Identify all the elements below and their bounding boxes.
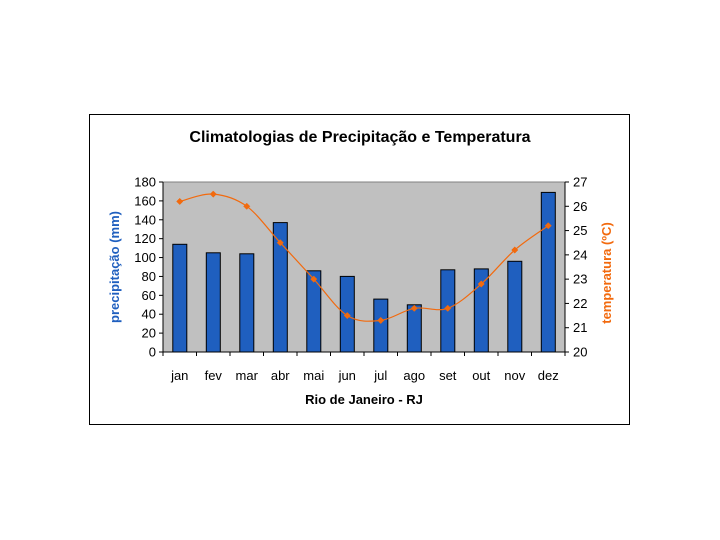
bar-ago: [406, 304, 422, 353]
temperature-point-jun: [343, 312, 351, 320]
x-tick-label-dez: dez: [538, 368, 559, 383]
bar-nov: [507, 260, 523, 353]
left-tick-label: 140: [134, 212, 156, 227]
right-tick-label: 27: [573, 175, 587, 190]
temperature-point-abr: [276, 239, 284, 247]
left-tick-label: 80: [142, 269, 156, 284]
x-tick-label-jul: jul: [373, 368, 387, 383]
x-tick-label-set: set: [439, 368, 457, 383]
x-tick-label-jan: jan: [170, 368, 188, 383]
temperature-point-fev: [209, 190, 217, 198]
right-tick-label: 20: [573, 345, 587, 360]
temperature-line: [179, 193, 549, 322]
left-tick-label: 180: [134, 175, 156, 190]
temperature-point-mar: [243, 202, 251, 210]
bars-group: [172, 191, 556, 353]
right-tick-label: 23: [573, 272, 587, 287]
bar-fev: [205, 252, 221, 353]
left-tick-label: 20: [142, 326, 156, 341]
x-tick-label-mai: mai: [303, 368, 324, 383]
chart-svg: Climatologias de Precipitação e Temperat…: [107, 129, 614, 407]
x-tick-label-out: out: [472, 368, 490, 383]
plot-area: [162, 181, 566, 353]
right-tick-label: 24: [573, 247, 587, 262]
right-tick-label: 21: [573, 320, 587, 335]
left-axis-ticks: 0 20 40 60 80 100 120 140 160 180: [134, 175, 163, 360]
temperature-point-out: [477, 280, 485, 288]
x-axis-ticks: jan fev mar abr mai jun jul ago set out nov dez: [162, 352, 566, 383]
right-axis-ticks: 20 21 22 23 24 25 26 27: [565, 175, 587, 360]
x-tick-label-mar: mar: [236, 368, 259, 383]
x-axis-title: Rio de Janeiro - RJ: [305, 392, 423, 407]
x-tick-label-fev: fev: [205, 368, 223, 383]
bar-dez: [540, 191, 556, 353]
right-tick-label: 25: [573, 223, 587, 238]
chart-title: Climatologias de Precipitação e Temperat…: [189, 129, 530, 146]
left-tick-label: 60: [142, 288, 156, 303]
x-tick-label-abr: abr: [271, 368, 290, 383]
left-tick-label: 40: [142, 307, 156, 322]
temperature-point-nov: [511, 246, 519, 254]
left-tick-label: 160: [134, 193, 156, 208]
right-tick-label: 22: [573, 296, 587, 311]
y-axis-title: precipitação (mm): [107, 211, 122, 323]
temperature-point-set: [444, 304, 452, 312]
right-tick-label: 26: [573, 199, 587, 214]
x-tick-label-nov: nov: [504, 368, 525, 383]
left-tick-label: 0: [149, 345, 156, 360]
temperature-point-jul: [377, 316, 385, 324]
x-tick-label-ago: ago: [403, 368, 425, 383]
temperature-point-jan: [176, 197, 184, 205]
temperature-point-mai: [310, 275, 318, 283]
temperature-line-group: [176, 190, 552, 324]
bar-mai: [306, 270, 322, 353]
chart-frame: Climatologias de Precipitação e Temperat…: [89, 114, 630, 425]
y2-axis-title: temperatura (ºC): [599, 222, 614, 324]
bar-jan: [172, 243, 188, 353]
bar-mar: [239, 253, 255, 353]
bar-jul: [373, 298, 389, 353]
left-tick-label: 100: [134, 250, 156, 265]
temperature-point-dez: [544, 222, 552, 230]
temperature-point-ago: [410, 304, 418, 312]
left-tick-label: 120: [134, 231, 156, 246]
x-tick-label-jun: jun: [338, 368, 356, 383]
